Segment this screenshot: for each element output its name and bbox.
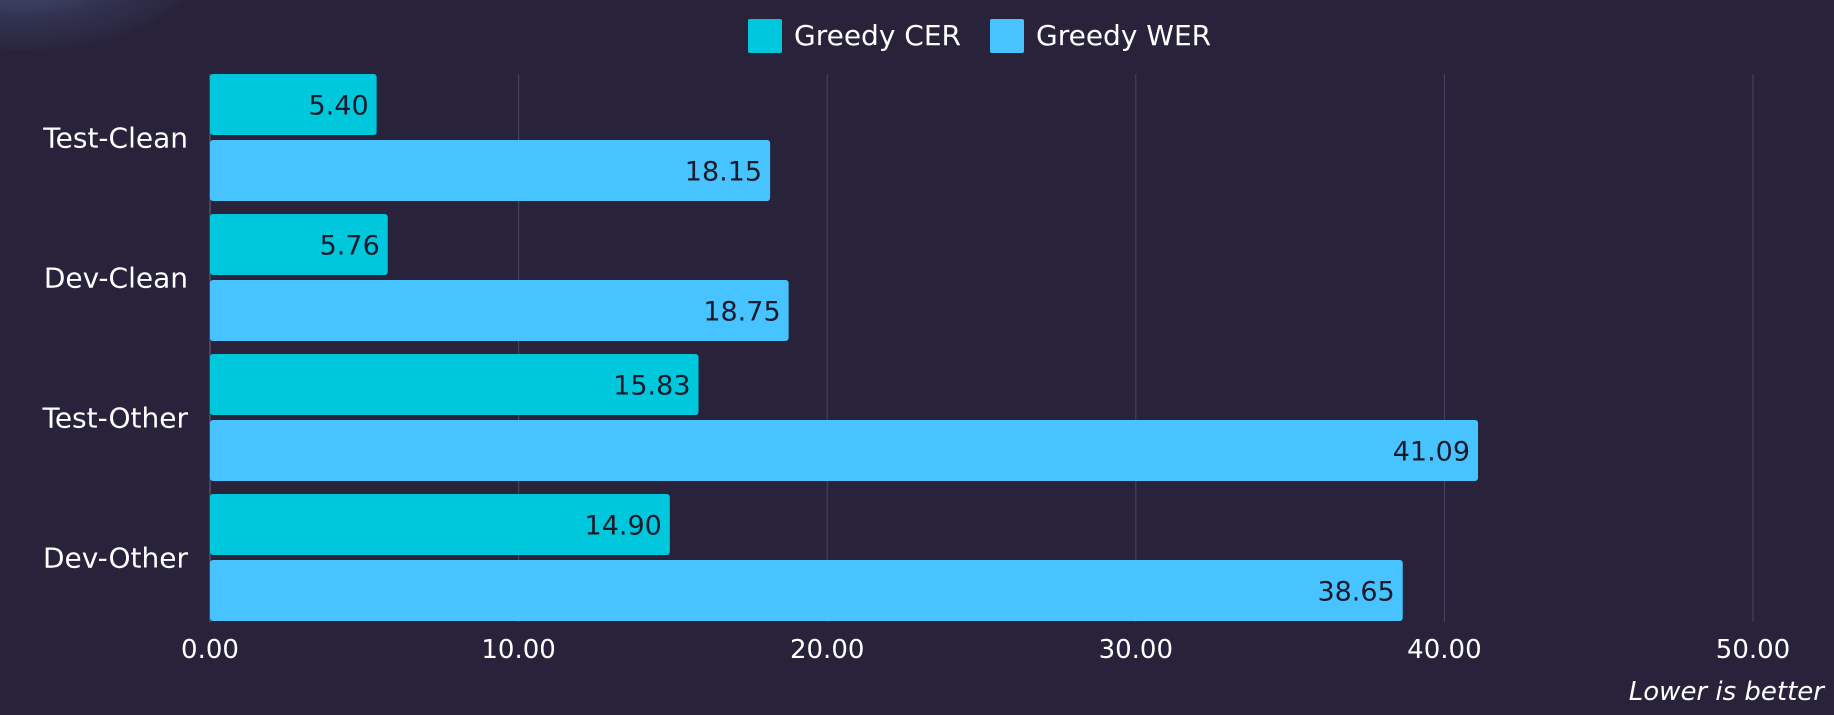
value-label: 5.40 [309, 91, 369, 122]
category-label: Test-Other [41, 402, 188, 435]
value-label: 5.76 [320, 231, 380, 262]
bar-greedy-cer-dev-other [210, 494, 670, 555]
value-label: 14.90 [585, 511, 662, 542]
category-label: Dev-Clean [44, 262, 188, 295]
legend-swatch [990, 19, 1024, 53]
legend-label: Greedy CER [794, 19, 961, 52]
x-tick-label: 50.00 [1716, 635, 1790, 665]
x-tick-label: 40.00 [1407, 635, 1481, 665]
bar-greedy-cer-dev-clean [210, 214, 388, 275]
category-label: Dev-Other [43, 542, 188, 575]
bar-greedy-wer-dev-other [210, 560, 1403, 621]
bar-greedy-cer-test-clean [210, 74, 377, 135]
value-label: 18.15 [685, 157, 762, 188]
bar-greedy-wer-dev-clean [210, 280, 789, 341]
x-tick-label: 10.00 [481, 635, 555, 665]
value-label: 15.83 [613, 371, 690, 402]
legend-swatch [748, 19, 782, 53]
x-tick-label: 20.00 [790, 635, 864, 665]
value-label: 18.75 [703, 297, 780, 328]
bar-greedy-cer-test-other [210, 354, 699, 415]
bar-greedy-wer-test-clean [210, 140, 771, 201]
bar-greedy-wer-test-other [210, 420, 1479, 481]
value-label: 38.65 [1317, 577, 1394, 608]
x-tick-label: 30.00 [1099, 635, 1173, 665]
value-label: 41.09 [1393, 437, 1470, 468]
lower-is-better-note: Lower is better [1629, 677, 1827, 707]
category-labels: Test-Clean Dev-Clean Test-Other Dev-Other [41, 122, 188, 575]
x-tick-labels: 0.00 10.00 20.00 30.00 40.00 50.00 [181, 635, 1790, 665]
legend-label: Greedy WER [1036, 19, 1211, 52]
bars [210, 74, 1479, 621]
category-label: Test-Clean [42, 122, 188, 155]
legend: Greedy CER Greedy WER [748, 19, 1211, 53]
x-tick-label: 0.00 [181, 635, 239, 665]
value-labels: 5.40 18.15 5.76 18.75 15.83 41.09 14.90 38.65 [309, 91, 1471, 608]
